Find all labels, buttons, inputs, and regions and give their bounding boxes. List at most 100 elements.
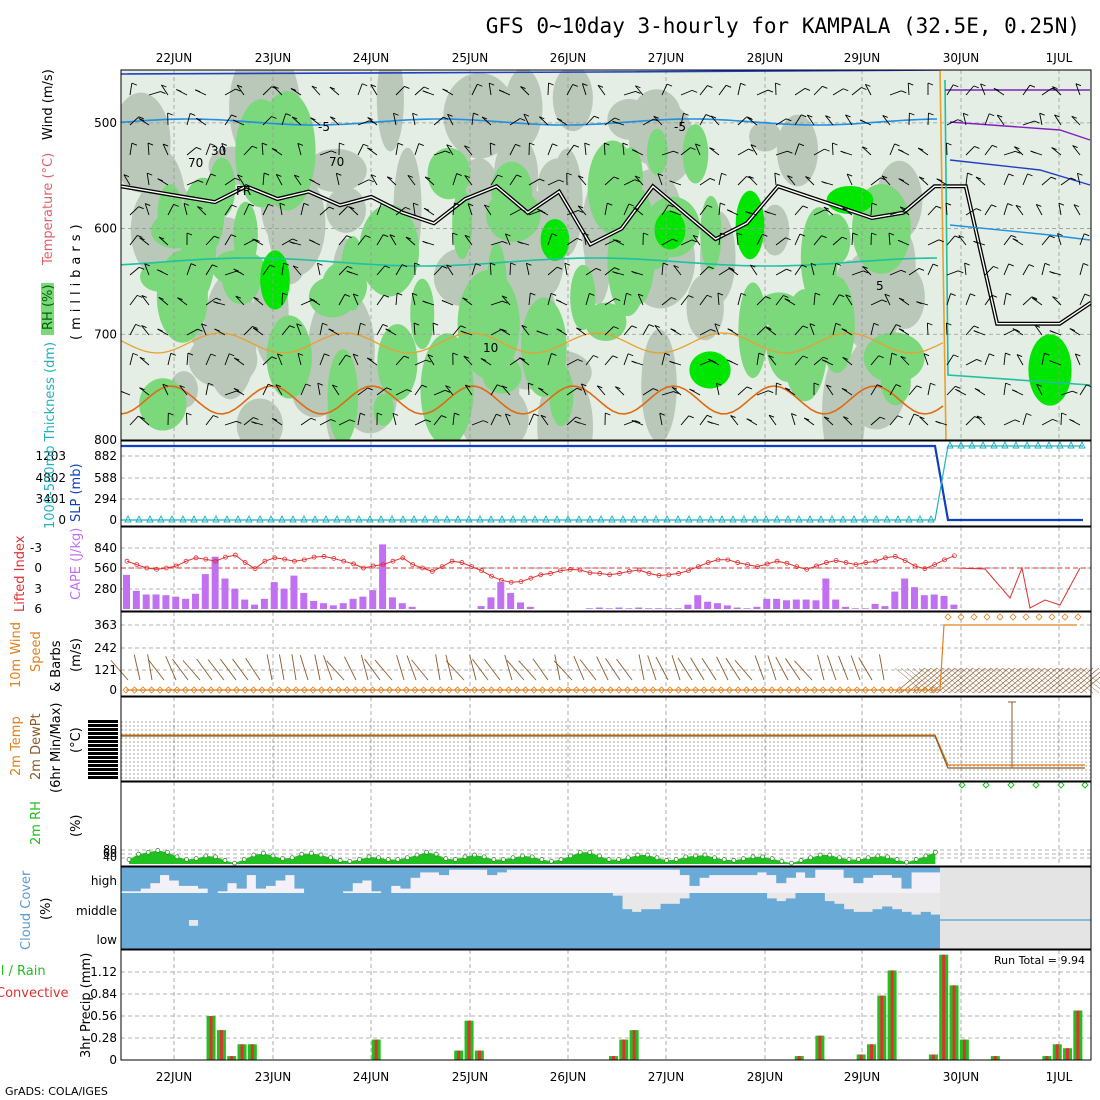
- cloud-level-label: low: [97, 933, 118, 947]
- wind-barb: [414, 384, 423, 396]
- wind-barb: [505, 413, 511, 426]
- wind10-marker: [844, 686, 853, 694]
- wind-barb: [680, 147, 691, 156]
- temp-contour-drop: [939, 70, 947, 440]
- rh-green-patch: [782, 289, 828, 402]
- wind-barb-flag: [631, 325, 637, 329]
- wind-barb-flag: [740, 292, 747, 296]
- wind-barb-flag: [381, 203, 387, 207]
- wind-barb: [699, 415, 708, 426]
- wind-barb-flag: [539, 178, 545, 182]
- wind-barb: [389, 234, 397, 246]
- wind-barb: [528, 178, 540, 186]
- y-tick-label: 0: [109, 1053, 117, 1067]
- cloud-bar: [544, 893, 556, 920]
- lifted-index-point: [282, 556, 288, 562]
- wind-barb-flag: [537, 208, 543, 212]
- slp-label: SLP (mb): [69, 463, 84, 522]
- lifted-index-point: [183, 558, 189, 564]
- cape-panel-frame: [120, 526, 1092, 612]
- rh2m-point: [769, 856, 775, 861]
- lifted-index-point: [686, 568, 691, 574]
- cloud-bar: [140, 867, 151, 889]
- wind-barb-flag: [520, 86, 526, 89]
- wind-barb: [851, 87, 862, 96]
- wind-barb: [509, 357, 521, 366]
- wind-barb: [737, 176, 747, 186]
- wind-barb-flag: [1034, 120, 1040, 124]
- wind-barb-flag: [311, 85, 318, 89]
- wind-barb-flag: [309, 298, 316, 301]
- wind-barb-flag: [297, 352, 304, 356]
- wind-barb: [205, 264, 213, 276]
- cape-bar: [310, 601, 318, 609]
- wind10-marker: [1061, 613, 1069, 621]
- wind-barb: [547, 82, 549, 96]
- cloud-bar: [891, 920, 902, 949]
- wind10-marker: [640, 686, 649, 694]
- wind-barb-flag: [210, 353, 216, 357]
- wind-barb-flag: [497, 384, 503, 388]
- date-label-top: 22JUN: [156, 51, 193, 65]
- rh2m-point: [846, 857, 852, 862]
- cape-bar: [792, 599, 800, 609]
- wind-barb: [825, 384, 834, 396]
- wind-barb: [483, 204, 492, 216]
- wind-barb-flag: [293, 265, 299, 269]
- rh-green-patch: [738, 282, 768, 378]
- rh2m-point: [501, 857, 506, 862]
- wind-barb: [653, 115, 663, 126]
- wind-barb-flag: [804, 87, 811, 91]
- wind-barb-flag: [456, 173, 462, 176]
- wind-barb-flag: [329, 86, 336, 90]
- wind10-barb-strong: [1032, 667, 1064, 694]
- precip-conv-label: Convective: [0, 986, 69, 1001]
- rh2m-point: [779, 858, 785, 864]
- wind-barb-flag: [918, 268, 925, 271]
- wind-barb: [1022, 296, 1033, 306]
- cloud-bar: [834, 920, 845, 949]
- wind-barb: [332, 384, 340, 396]
- wind10-marker: [674, 686, 683, 694]
- wind10-barb: [573, 655, 585, 681]
- wind10-marker: [122, 686, 130, 694]
- wind-barb-flag: [526, 262, 532, 266]
- wind10-marker: [360, 686, 368, 694]
- wind-barb-flag: [582, 83, 588, 86]
- cape-bar: [891, 591, 899, 609]
- wind-barb-flag: [139, 237, 145, 241]
- cloud-bar: [429, 893, 440, 920]
- wind10-marker: [164, 686, 173, 694]
- rh2m-point: [577, 849, 583, 855]
- wind-barb-flag: [881, 175, 888, 179]
- wind-barb: [566, 359, 578, 366]
- wind-barb-flag: [668, 204, 674, 208]
- wind-barb-flag: [444, 389, 451, 393]
- wind-barb-flag: [251, 421, 257, 425]
- thickness-marker: [883, 514, 891, 523]
- wind-barb-flag: [347, 265, 353, 269]
- cloud-bar: [448, 920, 459, 949]
- wind-barb: [243, 145, 253, 156]
- cloud-bar: [169, 920, 180, 949]
- cloud-bar: [217, 867, 228, 892]
- temp2m-label-a: 2m Temp: [9, 716, 24, 776]
- cloud-bar: [236, 920, 247, 949]
- thickness-marker: [410, 514, 418, 523]
- cape-bar: [152, 594, 160, 609]
- cloud-bar: [631, 911, 642, 920]
- wind-barb: [1003, 353, 1006, 366]
- wind-barb: [427, 354, 435, 366]
- wind-barb-flag: [709, 177, 716, 181]
- wind-barb: [376, 387, 387, 396]
- wind-barb: [699, 329, 711, 336]
- thickness-marker: [641, 514, 649, 523]
- wind10-marker: [232, 686, 241, 694]
- wind-barb-flag: [871, 202, 878, 206]
- wind-barb-flag: [767, 89, 774, 93]
- rh-green-patch: [863, 332, 925, 383]
- lifted-index-point: [479, 568, 485, 574]
- wind-barb: [699, 294, 708, 306]
